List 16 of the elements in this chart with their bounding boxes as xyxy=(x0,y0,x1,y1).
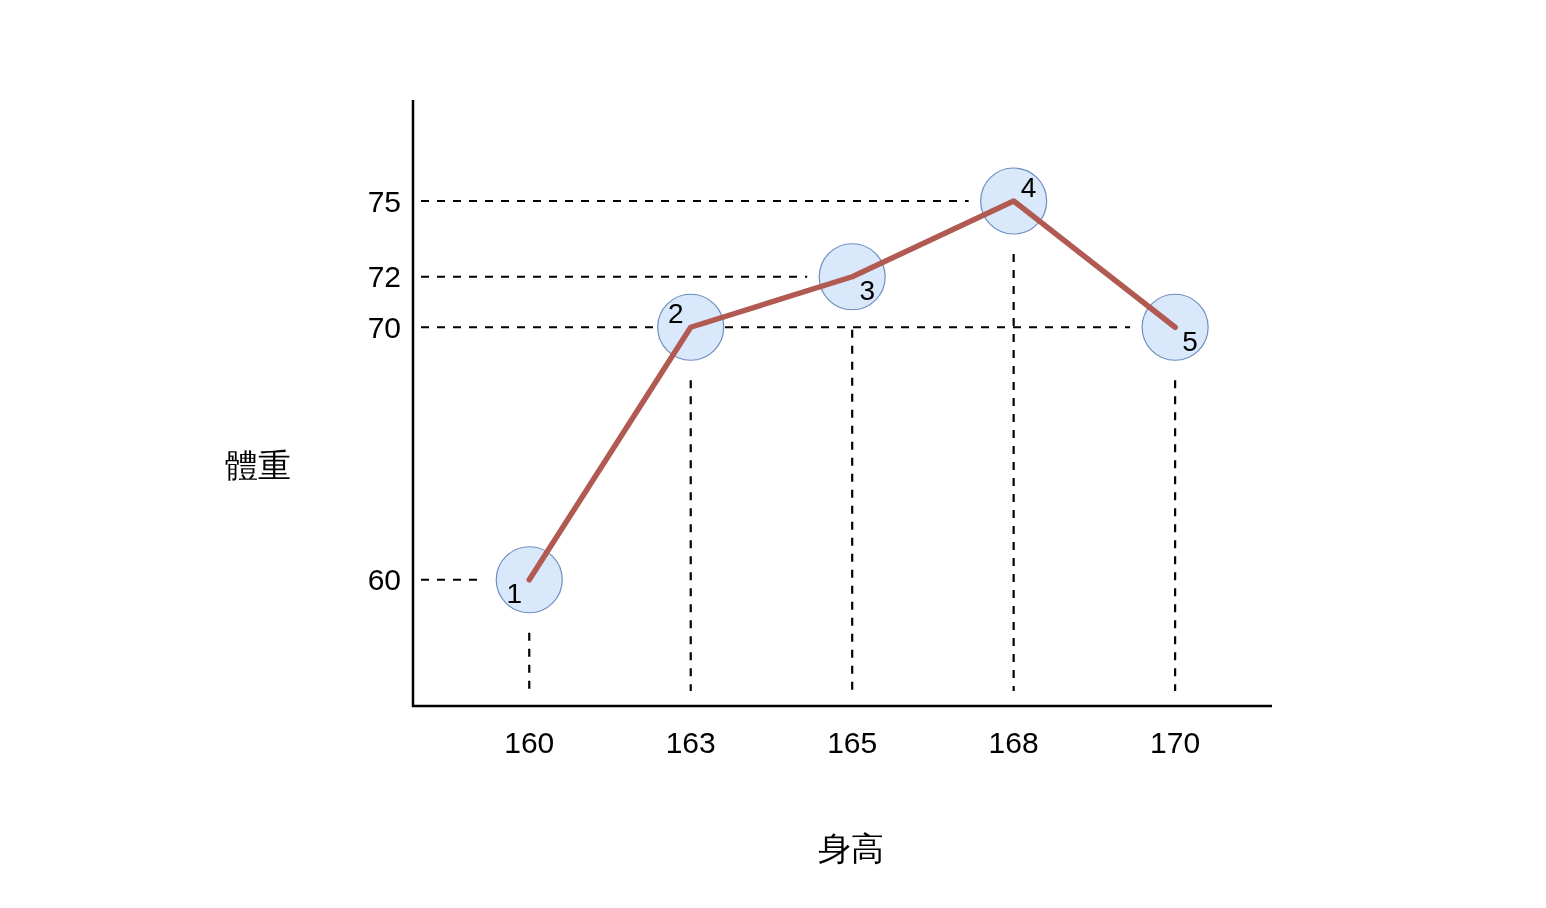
y-tick-label: 75 xyxy=(367,184,401,218)
x-tick-label: 170 xyxy=(1150,725,1201,759)
y-tick-label: 72 xyxy=(367,260,401,294)
x-tick-label: 168 xyxy=(988,725,1039,759)
y-tick-label: 60 xyxy=(367,563,401,597)
annotation: 4 xyxy=(1020,171,1037,203)
annotation: 5 xyxy=(1182,325,1198,357)
x-tick-label: 163 xyxy=(665,725,716,759)
y-tick-label: 70 xyxy=(367,310,401,344)
annotation: 1 xyxy=(506,578,523,610)
x-axis-title: 身高 xyxy=(817,828,884,868)
annotation: 3 xyxy=(859,275,875,307)
annotation: 2 xyxy=(667,297,684,329)
x-tick-label: 165 xyxy=(827,725,878,759)
y-axis-title: 體重 xyxy=(225,445,291,485)
x-tick-label: 160 xyxy=(504,725,555,759)
